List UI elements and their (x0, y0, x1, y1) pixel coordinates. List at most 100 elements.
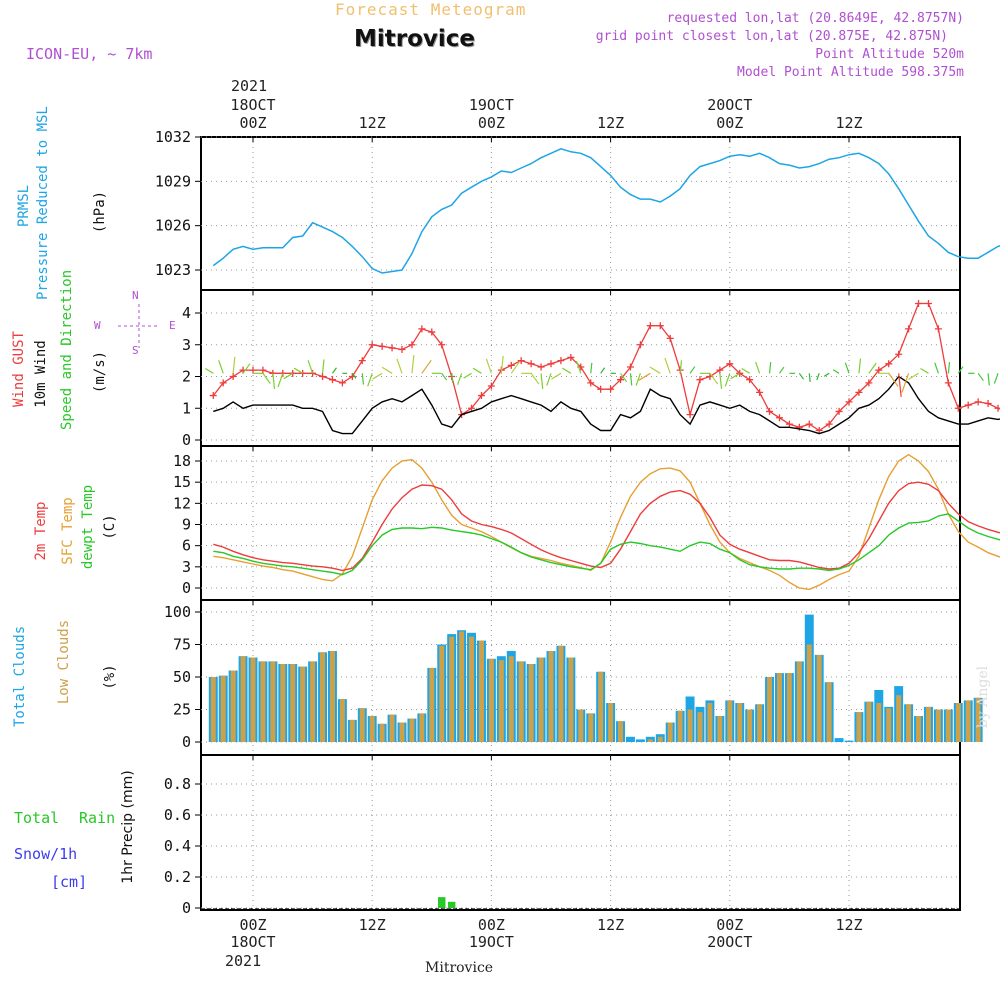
label-cm: [cm] (51, 873, 88, 891)
gust-point-marker (567, 353, 575, 361)
temp2m-series-line (213, 481, 1000, 572)
y-tick-label: 0.2 (164, 868, 191, 886)
low-cloud-bar (965, 700, 971, 742)
low-cloud-bar (339, 699, 345, 742)
wind-direction-arrow (331, 367, 337, 374)
gust-point-marker (845, 398, 853, 406)
low-cloud-bar (578, 709, 584, 742)
total-cloud-bar (625, 736, 635, 742)
wind-direction-arrow (844, 362, 850, 374)
low-cloud-bar (588, 713, 594, 742)
gust-point-marker (398, 346, 406, 354)
wind-direction-arrow (638, 372, 651, 381)
dewpoint-series-line (213, 513, 1000, 576)
bottom-tick-label: 00Z (716, 916, 743, 934)
low-cloud-bar (469, 636, 475, 742)
y-tick-label: 1 (182, 399, 191, 417)
y-tick-label: 3 (182, 336, 191, 354)
requested-coords: requested lon,lat (20.8649E, 42.8757N) (666, 11, 964, 26)
gust-point-marker (696, 376, 704, 384)
wind-direction-arrow (957, 366, 964, 374)
wind-direction-arrow (730, 372, 741, 380)
wind-direction-arrow (808, 373, 811, 382)
low-cloud-bar (856, 712, 862, 742)
label-c: (C) (102, 514, 118, 540)
label-total-clouds: Total Clouds (12, 625, 28, 727)
rain-bar (447, 901, 456, 908)
bottom-date-label: 20OCT (707, 933, 752, 951)
wind-direction-arrow (920, 367, 929, 374)
gust-point-marker (338, 379, 346, 387)
gust-point-marker (895, 350, 903, 358)
gust-point-marker (775, 414, 783, 422)
panel-pressure: 1023 1026 1029 1032 (155, 128, 961, 291)
low-cloud-bar (409, 718, 415, 742)
pressure-series-line (212, 148, 1000, 274)
wind-direction-arrow (741, 367, 750, 374)
wind-direction-arrow (562, 367, 572, 374)
label-sfc-temp: SFC Temp (60, 497, 76, 565)
gust-point-marker (686, 411, 694, 419)
gust-point-marker (825, 420, 833, 428)
gust-point-marker (388, 344, 396, 352)
wind-direction-arrow (441, 372, 448, 381)
bottom-tick-label: 00Z (239, 916, 266, 934)
y-tick-label: 3 (182, 558, 191, 576)
low-cloud-bar (717, 716, 723, 742)
low-cloud-bar (677, 710, 683, 742)
gust-point-marker (378, 342, 386, 350)
low-cloud-bar (757, 704, 763, 742)
y-tick-label: 4 (182, 304, 191, 322)
top-date-label: 18OCT (230, 96, 275, 114)
low-cloud-bar (320, 652, 326, 742)
low-cloud-bar (419, 713, 425, 742)
gust-point-marker (547, 360, 555, 368)
y-tick-label: 0.4 (164, 837, 191, 855)
wind-direction-arrow (396, 358, 403, 374)
bottom-tick-label: 12Z (597, 916, 624, 934)
label-percent: (%) (102, 664, 118, 690)
low-cloud-bar (667, 722, 673, 742)
label-ms: (m/s) (92, 350, 108, 394)
gust-point-marker (766, 407, 774, 415)
low-cloud-bar (747, 709, 753, 742)
low-cloud-bar (459, 631, 465, 742)
wind-direction-arrow (868, 362, 877, 374)
top-tick-label: 12Z (359, 114, 386, 132)
wind-direction-arrow (218, 360, 224, 374)
low-cloud-bar (558, 645, 564, 742)
gust-point-marker (219, 379, 227, 387)
low-cloud-bar (488, 658, 494, 742)
label-10m-wind: 10m Wind (33, 340, 49, 408)
wind-direction-arrow (361, 373, 365, 385)
wind-direction-arrow (724, 373, 731, 387)
wind-direction-arrow (947, 362, 951, 374)
top-date-label: 19OCT (469, 96, 514, 114)
gust-point-marker (607, 385, 615, 393)
low-cloud-bar (568, 657, 574, 742)
low-cloud-bar (806, 644, 812, 742)
low-cloud-bar (439, 645, 445, 742)
y-tick-label: 15 (173, 473, 191, 491)
label-prmsl: PRMSL (16, 184, 32, 228)
gust-point-marker (597, 385, 605, 393)
y-tick-label: 0.8 (164, 775, 191, 793)
gust-point-marker (646, 322, 654, 330)
low-cloud-bar (697, 712, 703, 742)
wind-direction-arrow (411, 354, 415, 374)
wind-direction-arrow (463, 372, 472, 379)
low-cloud-bar (230, 670, 236, 742)
bottom-tick-label: 00Z (478, 916, 505, 934)
low-cloud-bar (647, 739, 653, 742)
wind-direction-arrow (242, 363, 251, 374)
low-cloud-bar (925, 706, 931, 742)
low-cloud-bar (598, 671, 604, 742)
low-cloud-bar (737, 703, 743, 742)
wind-direction-arrow (635, 373, 641, 386)
gust-point-marker (865, 379, 873, 387)
gust-point-marker (994, 404, 1000, 412)
gust-point-marker (835, 407, 843, 415)
label-low-clouds: Low Clouds (56, 619, 72, 705)
low-cloud-bar (310, 661, 316, 742)
